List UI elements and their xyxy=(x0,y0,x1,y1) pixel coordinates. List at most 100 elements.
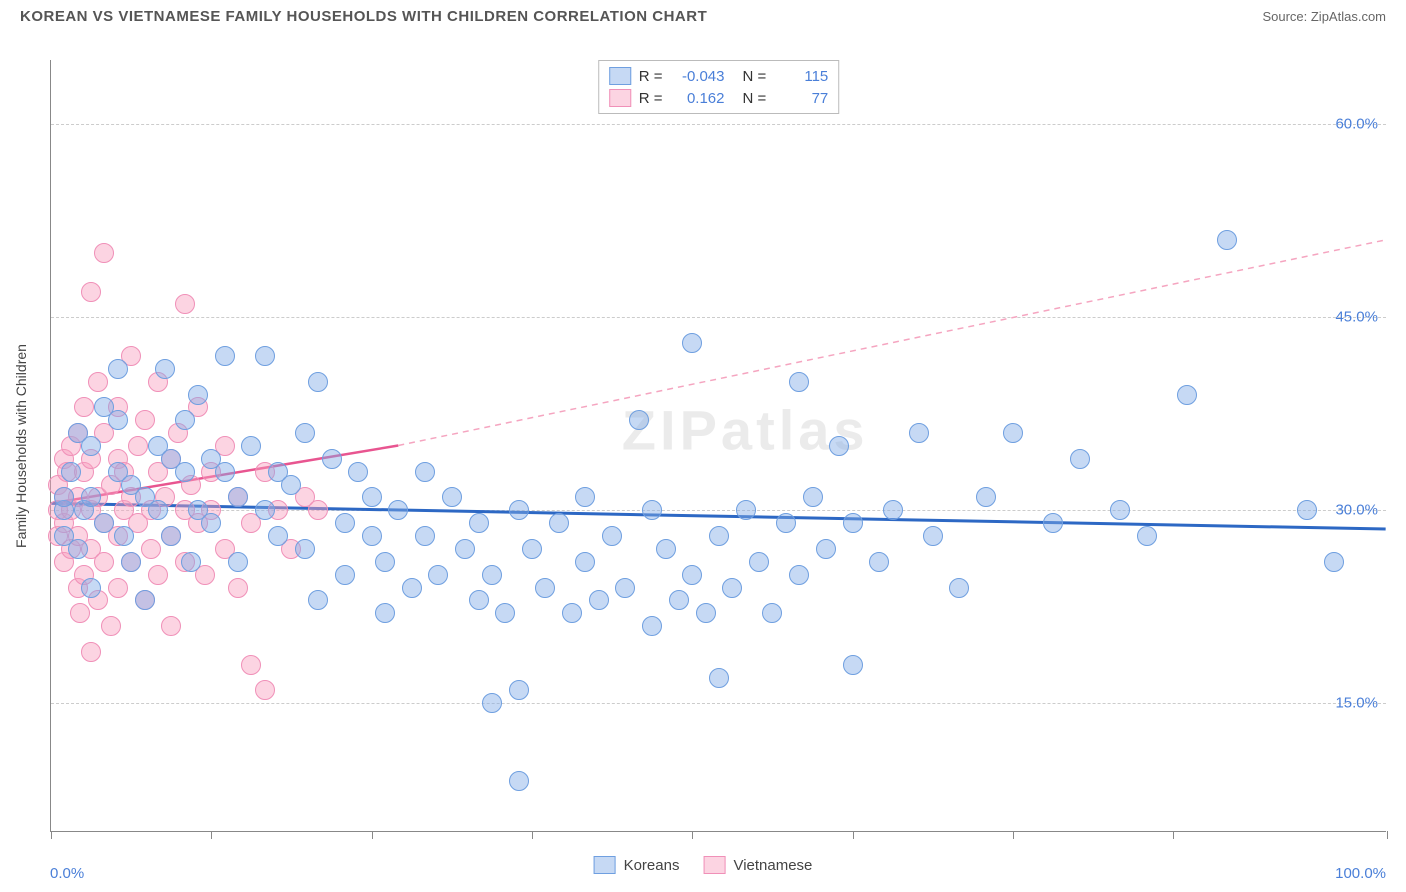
y-tick-label: 60.0% xyxy=(1335,116,1378,133)
data-point-korean xyxy=(188,385,208,405)
data-point-korean xyxy=(114,526,134,546)
x-tick xyxy=(853,831,854,839)
data-point-vietnamese xyxy=(94,552,114,572)
data-point-korean xyxy=(509,500,529,520)
data-point-korean xyxy=(81,578,101,598)
data-point-korean xyxy=(883,500,903,520)
gridline xyxy=(51,510,1386,511)
data-point-korean xyxy=(228,487,248,507)
x-tick xyxy=(372,831,373,839)
data-point-korean xyxy=(175,410,195,430)
data-point-korean xyxy=(295,423,315,443)
data-point-korean xyxy=(68,539,88,559)
data-point-korean xyxy=(362,487,382,507)
data-point-vietnamese xyxy=(135,410,155,430)
data-point-korean xyxy=(615,578,635,598)
x-tick xyxy=(1387,831,1388,839)
data-point-korean xyxy=(375,552,395,572)
data-point-korean xyxy=(509,680,529,700)
data-point-korean xyxy=(709,526,729,546)
data-point-korean xyxy=(482,565,502,585)
data-point-korean xyxy=(1297,500,1317,520)
data-point-korean xyxy=(148,500,168,520)
data-point-korean xyxy=(1070,449,1090,469)
data-point-korean xyxy=(602,526,622,546)
data-point-korean xyxy=(281,475,301,495)
data-point-vietnamese xyxy=(141,539,161,559)
stats-legend: R = -0.043 N = 115 R = 0.162 N = 77 xyxy=(598,60,840,114)
data-point-vietnamese xyxy=(74,397,94,417)
data-point-korean xyxy=(228,552,248,572)
data-point-korean xyxy=(843,655,863,675)
data-point-korean xyxy=(81,436,101,456)
data-point-korean xyxy=(549,513,569,533)
x-tick xyxy=(51,831,52,839)
data-point-vietnamese xyxy=(81,642,101,662)
data-point-korean xyxy=(575,487,595,507)
data-point-korean xyxy=(829,436,849,456)
data-point-vietnamese xyxy=(148,565,168,585)
swatch-korean-icon xyxy=(594,856,616,874)
gridline xyxy=(51,124,1386,125)
data-point-korean xyxy=(1043,513,1063,533)
stats-row-korean: R = -0.043 N = 115 xyxy=(609,65,829,87)
series-legend: Koreans Vietnamese xyxy=(594,856,813,874)
data-point-korean xyxy=(976,487,996,507)
swatch-vietnamese-icon xyxy=(703,856,725,874)
x-tick xyxy=(1013,831,1014,839)
data-point-vietnamese xyxy=(175,294,195,314)
swatch-korean-icon xyxy=(609,67,631,85)
data-point-korean xyxy=(94,513,114,533)
data-point-korean xyxy=(215,462,235,482)
data-point-korean xyxy=(121,552,141,572)
data-point-korean xyxy=(656,539,676,559)
y-tick-label: 15.0% xyxy=(1335,695,1378,712)
x-tick xyxy=(532,831,533,839)
data-point-korean xyxy=(415,526,435,546)
data-point-vietnamese xyxy=(81,282,101,302)
data-point-vietnamese xyxy=(228,578,248,598)
data-point-korean xyxy=(682,333,702,353)
data-point-korean xyxy=(869,552,889,572)
data-point-korean xyxy=(215,346,235,366)
y-axis-label: Family Households with Children xyxy=(13,344,29,548)
data-point-korean xyxy=(428,565,448,585)
swatch-vietnamese-icon xyxy=(609,89,631,107)
data-point-korean xyxy=(1324,552,1344,572)
chart-plot-area: Family Households with Children ZIPatlas… xyxy=(50,60,1386,832)
data-point-korean xyxy=(816,539,836,559)
data-point-korean xyxy=(455,539,475,559)
data-point-korean xyxy=(54,487,74,507)
stats-row-vietnamese: R = 0.162 N = 77 xyxy=(609,87,829,109)
data-point-korean xyxy=(155,359,175,379)
data-point-korean xyxy=(255,500,275,520)
data-point-korean xyxy=(495,603,515,623)
y-tick-label: 45.0% xyxy=(1335,309,1378,326)
data-point-vietnamese xyxy=(255,680,275,700)
x-axis-min-label: 0.0% xyxy=(50,865,84,882)
data-point-vietnamese xyxy=(94,243,114,263)
data-point-korean xyxy=(949,578,969,598)
data-point-korean xyxy=(843,513,863,533)
data-point-korean xyxy=(522,539,542,559)
data-point-korean xyxy=(642,616,662,636)
data-point-korean xyxy=(135,590,155,610)
data-point-korean xyxy=(589,590,609,610)
data-point-korean xyxy=(181,552,201,572)
chart-title: KOREAN VS VIETNAMESE FAMILY HOUSEHOLDS W… xyxy=(20,8,707,25)
data-point-korean xyxy=(1137,526,1157,546)
data-point-korean xyxy=(629,410,649,430)
data-point-korean xyxy=(1217,230,1237,250)
data-point-korean xyxy=(241,436,261,456)
data-point-korean xyxy=(736,500,756,520)
source-label: Source: ZipAtlas.com xyxy=(1262,9,1386,24)
data-point-korean xyxy=(575,552,595,572)
data-point-korean xyxy=(482,693,502,713)
data-point-korean xyxy=(442,487,462,507)
data-point-korean xyxy=(696,603,716,623)
legend-item-korean: Koreans xyxy=(594,856,680,874)
gridline xyxy=(51,703,1386,704)
data-point-korean xyxy=(322,449,342,469)
data-point-korean xyxy=(108,410,128,430)
data-point-vietnamese xyxy=(128,436,148,456)
